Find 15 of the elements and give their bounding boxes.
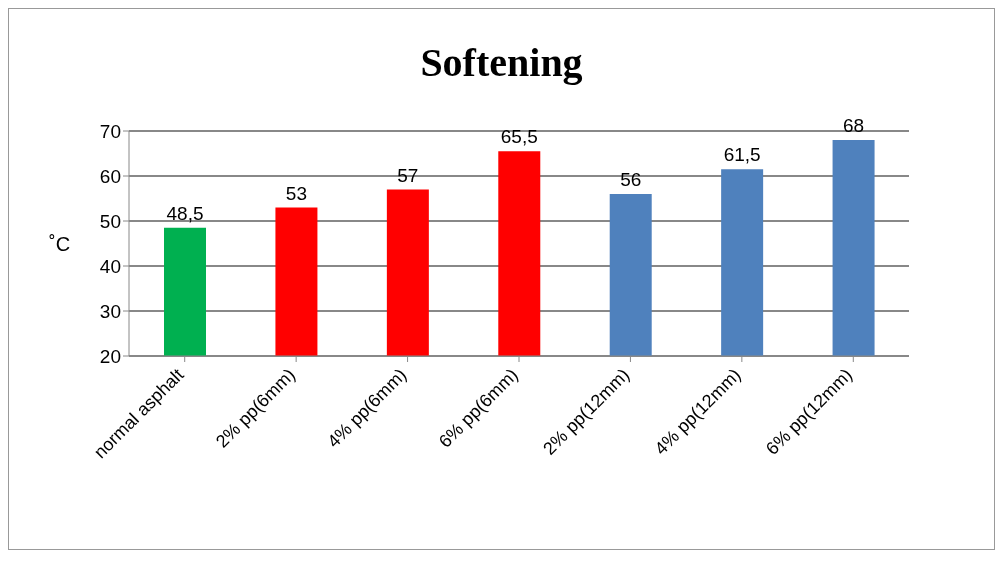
data-label: 68: [843, 115, 865, 136]
data-label: 56: [620, 169, 642, 190]
data-label: 65,5: [500, 126, 538, 148]
data-label: 48,5: [166, 202, 204, 224]
y-axis-title: ˚C: [49, 232, 71, 255]
y-tick-label: 20: [99, 345, 121, 367]
y-tick-label: 30: [99, 300, 121, 322]
y-tick-label: 50: [99, 210, 121, 232]
data-label: 57: [397, 164, 419, 186]
data-label: 61,5: [723, 144, 761, 166]
chart-title: Softening: [419, 39, 584, 86]
y-tick-label: 70: [99, 120, 121, 142]
data-label: 53: [285, 182, 307, 204]
y-tick-label: 60: [99, 165, 121, 187]
y-tick-label: 40: [99, 255, 121, 277]
